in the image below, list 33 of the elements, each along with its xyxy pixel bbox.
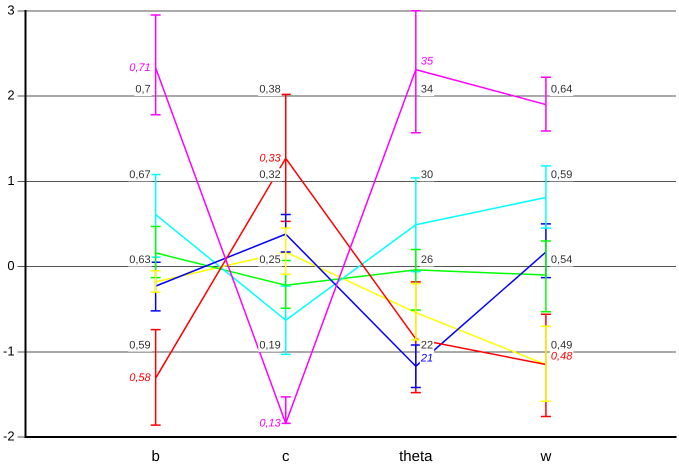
y-tick-label: -2	[2, 428, 15, 444]
annotation: 0,19	[259, 339, 281, 352]
annotation: 0,71	[129, 62, 151, 74]
x-tick-label: c	[282, 448, 290, 466]
annotation: 0,33	[259, 152, 282, 164]
annotation: 30	[420, 168, 434, 181]
y-tick-label: 1	[7, 172, 15, 188]
y-tick-label: 2	[7, 88, 15, 103]
annotation: 0,59	[550, 168, 572, 181]
annotation: 35	[420, 56, 434, 68]
annotation: 34	[420, 84, 434, 96]
annotation: 22	[420, 339, 434, 352]
annotation: 0,59	[129, 339, 151, 352]
annotation: 0,58	[129, 372, 152, 384]
x-tick-label: theta	[399, 448, 434, 466]
annotation: 0,67	[129, 168, 151, 181]
x-tick-label: w	[539, 448, 552, 466]
x-tick-label: b	[151, 448, 160, 466]
annotation: 0,13	[259, 417, 282, 430]
annotation: 26	[420, 254, 434, 266]
annotation: 0,7	[135, 84, 151, 96]
y-tick-label: 3	[7, 2, 15, 18]
annotation: 0,38	[259, 84, 281, 96]
annotation: 0,49	[550, 339, 572, 352]
annotation: 0,48	[550, 350, 574, 363]
y-tick-label: 0	[7, 258, 15, 274]
annotation: 21	[420, 352, 434, 364]
annotation: 0,63	[129, 254, 151, 266]
annotation: 0,32	[259, 168, 281, 181]
annotation: 0,25	[259, 254, 281, 266]
annotation: 0,64	[550, 84, 572, 96]
annotation: 0,54	[550, 254, 572, 266]
y-tick-label: -1	[2, 343, 15, 358]
